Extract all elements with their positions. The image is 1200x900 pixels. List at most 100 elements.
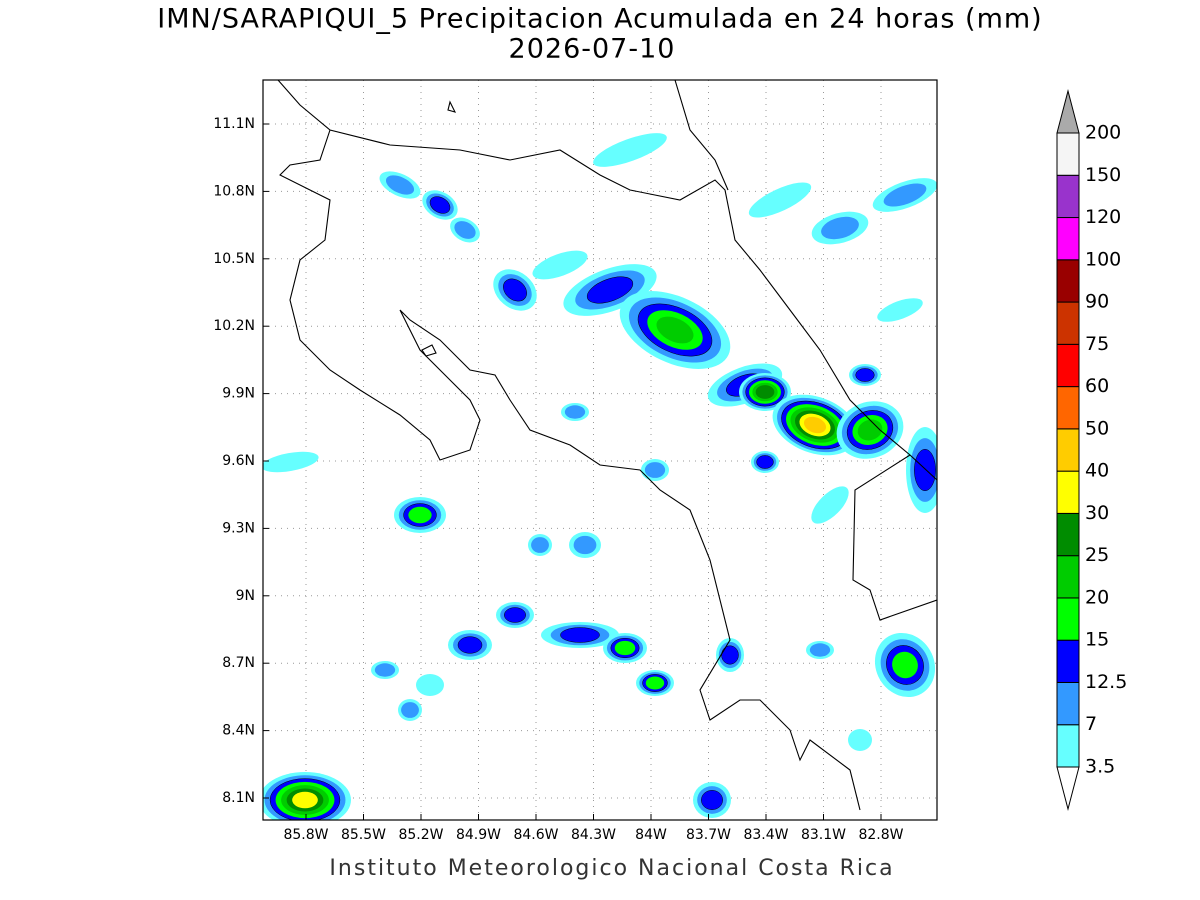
colorbar-box xyxy=(1056,301,1080,345)
colorbar-box xyxy=(1056,470,1080,514)
rain-cell xyxy=(877,298,923,322)
colorbar-box xyxy=(1056,724,1080,768)
lon-tick-label: 82.8W xyxy=(858,827,903,843)
lon-tick-label: 84.3W xyxy=(571,827,616,843)
colorbar-box xyxy=(1056,639,1080,683)
lon-tick-label: 85.2W xyxy=(398,827,443,843)
rain-cell xyxy=(701,790,723,810)
rain-cell xyxy=(644,462,666,478)
colorbar-label: 150 xyxy=(1085,164,1121,186)
lon-tick-label: 85.8W xyxy=(283,827,328,843)
coastline xyxy=(279,129,861,811)
lat-tick-label: 8.1N xyxy=(222,790,255,806)
coastline xyxy=(674,80,729,191)
footer: Instituto Meteorologico Nacional Costa R… xyxy=(329,856,894,881)
lat-tick-label: 8.4N xyxy=(222,723,255,739)
lat-tick-label: 9.6N xyxy=(222,453,255,469)
colorbar-label: 12.5 xyxy=(1085,671,1127,693)
rain-cell xyxy=(401,702,419,718)
rain-cell xyxy=(748,182,812,218)
colorbar-box xyxy=(1056,217,1080,261)
colorbar-label: 3.5 xyxy=(1085,756,1115,778)
rain-cell xyxy=(593,133,667,167)
colorbar-box xyxy=(1056,132,1080,176)
lat-tick-label: 9.9N xyxy=(222,386,255,402)
title: IMN/SARAPIQUI_5 Precipitacion Acumulada … xyxy=(157,4,1042,35)
rain-cell xyxy=(263,451,319,473)
precipitation-field xyxy=(263,133,937,820)
rain-cell xyxy=(645,676,665,690)
lat-tick-label: 10.5N xyxy=(213,251,255,267)
rain-cell xyxy=(416,674,444,696)
lat-tick-label: 9.3N xyxy=(222,520,255,536)
rain-cell xyxy=(855,368,875,382)
rain-cell xyxy=(457,636,483,654)
colorbar-label: 25 xyxy=(1085,544,1109,566)
colorbar-label: 30 xyxy=(1085,502,1109,524)
rain-cell xyxy=(614,640,636,656)
rain-cell xyxy=(564,405,586,419)
rain-cell xyxy=(914,448,936,492)
colorbar-label: 120 xyxy=(1085,206,1121,228)
colorbar-box xyxy=(1056,512,1080,557)
lon-tick-label: 83.4W xyxy=(743,827,788,843)
colorbar-label: 50 xyxy=(1085,417,1109,439)
lat-tick-label: 10.8N xyxy=(213,183,255,199)
rain-cell xyxy=(560,627,600,643)
rain-cell xyxy=(374,663,396,677)
coastlines xyxy=(277,80,937,811)
lon-tick-label: 84.6W xyxy=(513,827,558,843)
rain-cell xyxy=(821,216,859,240)
rain-cell xyxy=(892,651,918,679)
lon-tick-label: 83.7W xyxy=(686,827,731,843)
axis-labels: 11.1N 10.8N 10.5N 10.2N 9.9N 9.6N 9.3N 9N 8.7N 8.… xyxy=(213,116,903,843)
rain-cell xyxy=(857,419,883,441)
rain-cell xyxy=(586,276,634,304)
colorbar-box xyxy=(1056,597,1080,641)
lon-tick-label: 84.9W xyxy=(456,827,501,843)
lat-tick-label: 9N xyxy=(236,588,255,604)
rain-cell xyxy=(755,385,775,399)
rain-cell xyxy=(883,183,927,207)
colorbar-label: 100 xyxy=(1085,248,1121,270)
colorbar-label: 75 xyxy=(1085,333,1109,355)
rain-cell xyxy=(803,416,827,434)
colorbar-box xyxy=(1056,343,1080,388)
colorbar-under xyxy=(1056,766,1080,811)
colorbar-label: 7 xyxy=(1085,713,1097,735)
rain-cell xyxy=(385,175,415,195)
colorbar-box xyxy=(1056,259,1080,303)
rain-cell xyxy=(429,196,451,214)
lat-tick-label: 8.7N xyxy=(222,655,255,671)
colorbar-label: 15 xyxy=(1085,629,1109,651)
colorbar-box xyxy=(1056,681,1080,726)
island xyxy=(421,344,437,357)
colorbar-label: 90 xyxy=(1085,291,1109,313)
colorbar-box xyxy=(1056,386,1080,430)
rain-cell xyxy=(531,537,549,553)
border xyxy=(852,454,937,621)
colorbar-label: 60 xyxy=(1085,375,1109,397)
rain-cell xyxy=(656,316,694,344)
subtitle: 2026-07-10 xyxy=(509,34,676,65)
colorbar-box xyxy=(1056,174,1080,219)
lon-tick-label: 83.1W xyxy=(801,827,846,843)
rain-cell xyxy=(454,221,476,239)
lon-tick-label: 84W xyxy=(635,827,667,843)
rain-cell xyxy=(573,535,597,555)
rain-cell xyxy=(809,643,831,657)
map-frame xyxy=(262,79,938,821)
graticule xyxy=(263,80,937,820)
colorbar-over xyxy=(1056,89,1080,134)
colorbar-box xyxy=(1056,428,1080,472)
lat-tick-label: 11.1N xyxy=(213,116,255,132)
colorbar-label: 200 xyxy=(1085,122,1121,144)
lon-tick-label: 85.5W xyxy=(341,827,386,843)
rain-cell xyxy=(408,506,432,524)
colorbar-label: 20 xyxy=(1085,586,1109,608)
rain-cell xyxy=(811,486,849,524)
rain-cell xyxy=(532,250,588,280)
coastline xyxy=(277,80,937,481)
rain-cell xyxy=(504,607,526,623)
rain-cell xyxy=(721,645,739,665)
